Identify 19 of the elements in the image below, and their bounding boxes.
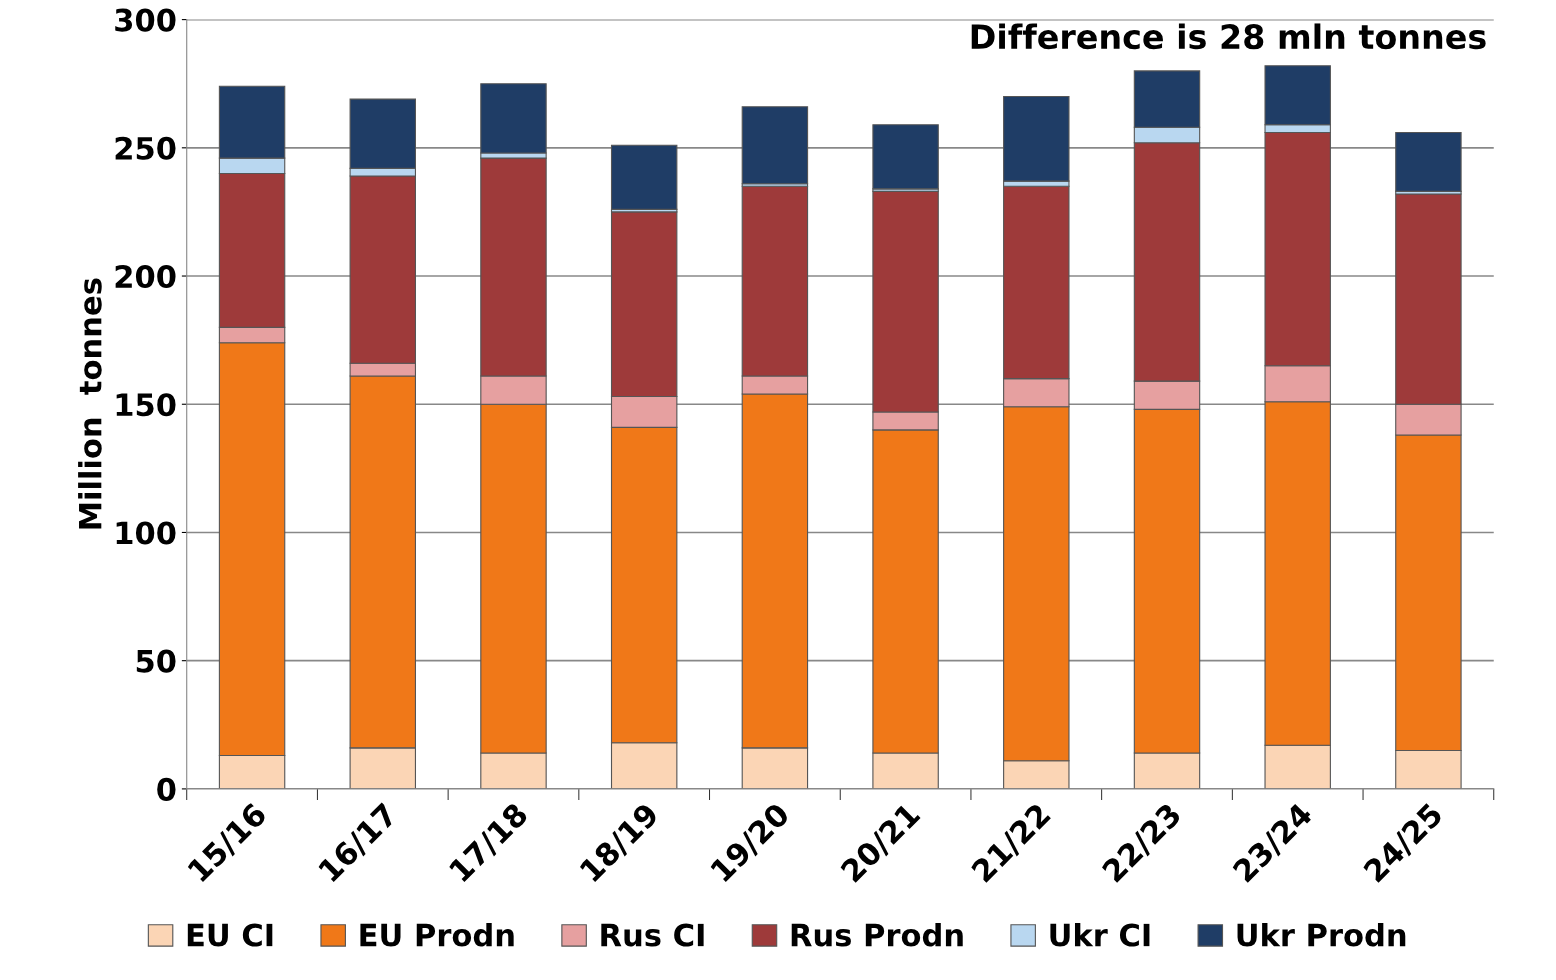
bar — [872, 124, 939, 190]
y-tick-label: 150 — [116, 393, 176, 417]
y-tick-label: 0 — [157, 777, 176, 801]
bar — [1395, 131, 1462, 192]
legend-label: Ukr CI — [1050, 922, 1150, 947]
legend-label: EU CI — [187, 923, 273, 947]
y-axis-title: Million tonnes — [78, 278, 102, 529]
y-tick-label: 50 — [136, 649, 176, 673]
y-tick-label: 100 — [116, 521, 176, 545]
bar — [610, 144, 678, 210]
y-tick-label: 300 — [115, 8, 176, 32]
y-tick-label: 250 — [115, 136, 176, 160]
legend-label: Ukr Prodn — [1237, 922, 1406, 947]
legend-label: Rus CI — [601, 923, 704, 947]
y-tick-label: 200 — [115, 264, 176, 289]
annotation: Difference is 28 mln tonnes — [971, 23, 1486, 50]
legend-label: EU Prodn — [360, 922, 514, 947]
legend-label: Rus Prodn — [791, 922, 963, 947]
bar — [741, 106, 809, 185]
